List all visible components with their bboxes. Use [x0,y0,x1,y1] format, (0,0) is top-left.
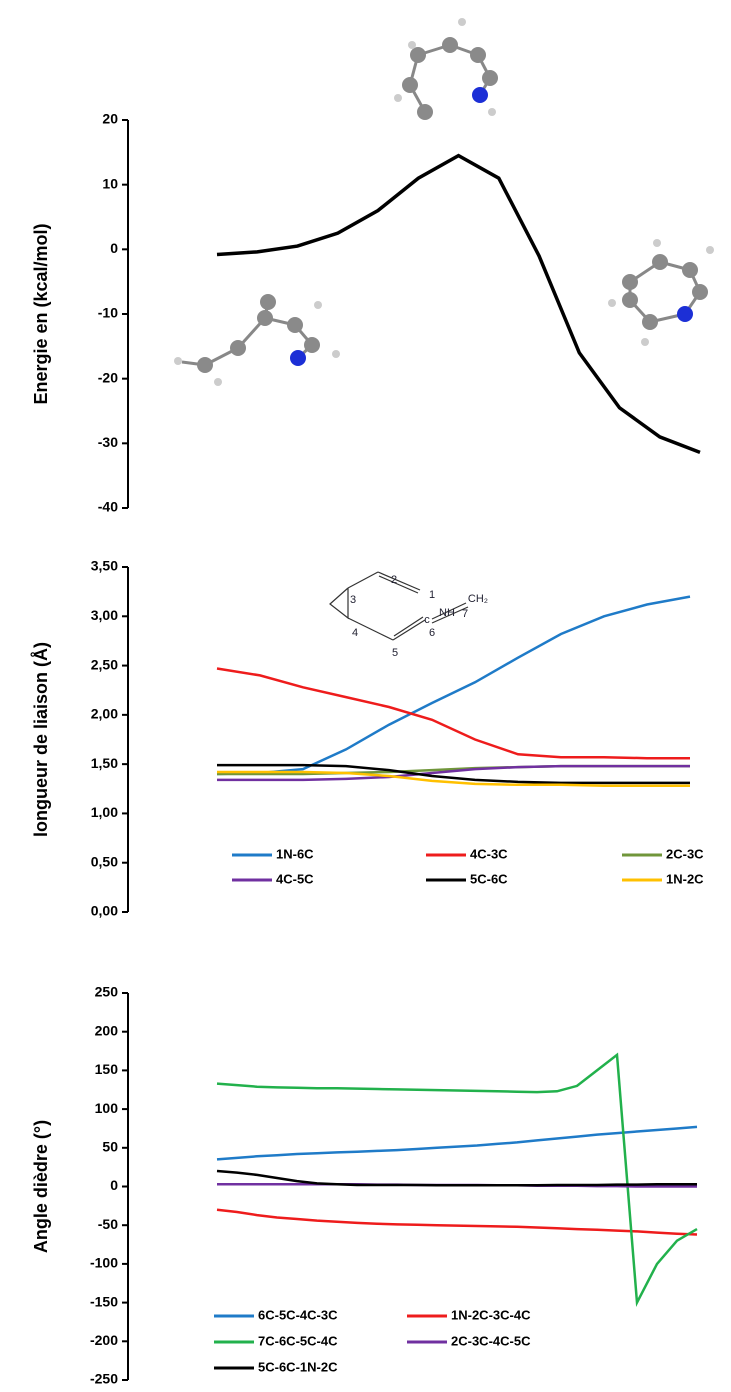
y-tick-label: -20 [98,369,118,385]
y-tick-label: 100 [95,1100,119,1116]
y-tick-label: 2,00 [91,706,118,722]
molecule-reactant [174,294,340,386]
y-axis-title: longueur de liaison (Å) [31,642,51,837]
annotation: c [424,614,430,626]
figure: -40-30-20-1001020Energie en (kcal/mol)0,… [0,0,731,1392]
y-tick-label: 3,00 [91,607,118,623]
annotation: 1 [429,589,435,601]
y-tick-label: 200 [95,1022,119,1038]
y-tick-label: 0,00 [91,903,118,919]
y-tick-label: 3,50 [91,558,118,574]
y-tick-label: 10 [102,175,118,191]
y-tick-label: 250 [95,984,119,1000]
y-tick-label: -40 [98,499,118,515]
y-tick-label: -150 [90,1293,118,1309]
legend-label: 1N-2C [666,871,704,886]
legend-label: 5C-6C-1N-2C [258,1359,338,1374]
y-tick-label: -50 [98,1216,118,1232]
y-tick-label: 20 [102,111,118,127]
molecule-product [608,239,714,346]
legend-label: 6C-5C-4C-3C [258,1307,338,1322]
annotation: 5 [392,647,398,659]
molecule-ts [394,18,498,120]
series-line [217,669,690,759]
y-tick-label: 1,00 [91,804,118,820]
y-tick-label: -250 [90,1371,118,1387]
legend-label: 2C-3C [666,846,704,861]
legend-label: 4C-5C [276,871,314,886]
y-tick-label: 50 [102,1139,118,1155]
annotation: CH₂ [468,593,488,605]
annotation: 2 [391,574,397,586]
legend-label: 4C-3C [470,846,508,861]
y-tick-label: -30 [98,434,118,450]
series-line [217,1210,697,1235]
y-axis-title: Angle dièdre (°) [31,1120,51,1253]
y-tick-label: 2,50 [91,656,118,672]
y-tick-label: -200 [90,1332,118,1348]
legend-label: 7C-6C-5C-4C [258,1333,338,1348]
y-tick-label: 0 [110,1177,118,1193]
annotation: 6 [429,627,435,639]
y-tick-label: -100 [90,1255,118,1271]
legend-label: 5C-6C [470,871,508,886]
y-tick-label: 0 [110,240,118,256]
legend-label: 1N-6C [276,846,314,861]
annotation: NH [439,607,455,619]
y-tick-label: 0,50 [91,853,118,869]
series-line [217,597,690,774]
y-tick-label: 1,50 [91,755,118,771]
annotation: 7 [462,608,468,620]
annotation: 3 [350,594,356,606]
y-tick-label: -10 [98,305,118,321]
y-axis-title: Energie en (kcal/mol) [31,223,51,404]
annotation: 4 [352,627,358,639]
y-tick-label: 150 [95,1061,119,1077]
legend-label: 2C-3C-4C-5C [451,1333,531,1348]
legend-label: 1N-2C-3C-4C [451,1307,531,1322]
